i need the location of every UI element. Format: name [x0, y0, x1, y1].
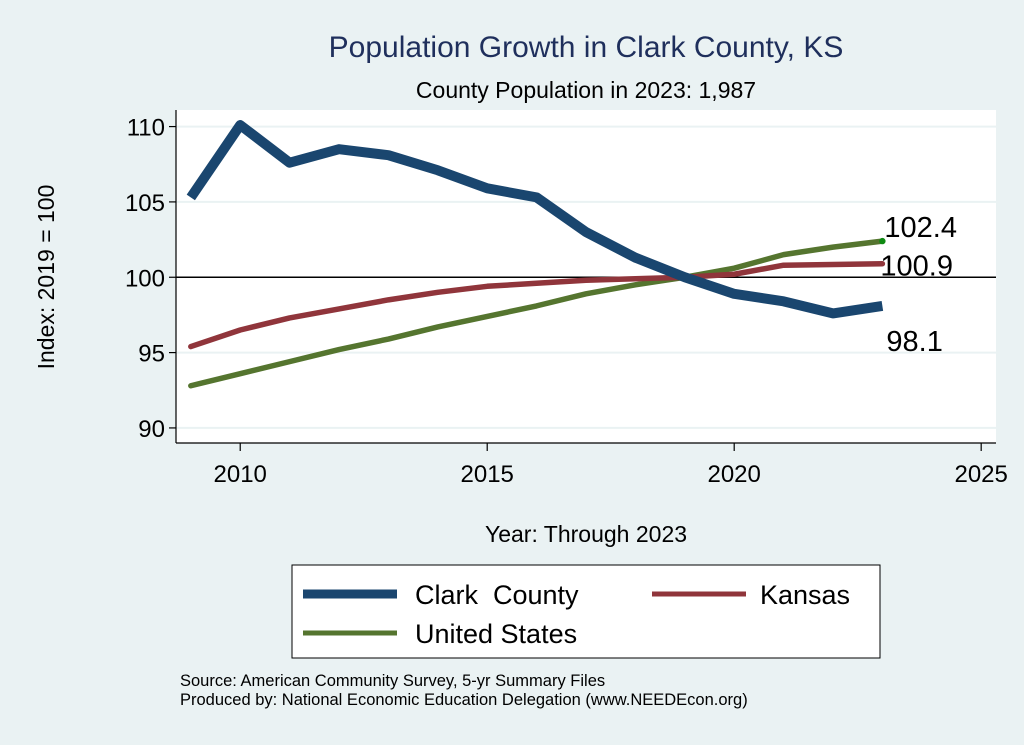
legend-label-clark-county: Clark County — [415, 580, 579, 610]
legend-entry-united-states: United States — [303, 619, 577, 649]
legend: Clark County Kansas United States — [291, 564, 881, 659]
y-axis-title: Index: 2019 = 100 — [33, 185, 59, 370]
chart-title: Population Growth in Clark County, KS — [329, 31, 844, 64]
legend-entry-clark-county: Clark County — [303, 580, 579, 610]
series-lines — [186, 120, 886, 389]
y-tick-label-105: 105 — [125, 190, 165, 217]
y-axis-ticks: 90 95 100 105 110 — [125, 115, 176, 443]
end-label-kansas: 100.9 — [880, 251, 953, 283]
legend-entry-kansas: Kansas — [652, 580, 850, 610]
legend-label-kansas: Kansas — [760, 580, 850, 610]
y-tick-label-110: 110 — [127, 115, 165, 142]
producer-note: Produced by: National Economic Education… — [180, 691, 748, 709]
end-label-clark-county: 98.1 — [886, 326, 942, 358]
x-tick-label-2020: 2020 — [707, 461, 760, 488]
x-tick-label-2025: 2025 — [954, 461, 1007, 488]
gridlines — [176, 125, 996, 429]
y-tick-label-100: 100 — [125, 265, 165, 292]
x-axis-ticks: 2010 2015 2020 2025 — [214, 443, 1008, 488]
chart-subtitle: County Population in 2023: 1,987 — [416, 77, 756, 103]
source-note: Source: American Community Survey, 5-yr … — [180, 672, 605, 690]
legend-box — [291, 564, 881, 659]
x-axis-title: Year: Through 2023 — [485, 521, 687, 547]
end-marker-united-states — [879, 237, 886, 245]
legend-label-united-states: United States — [415, 619, 577, 649]
y-tick-label-95: 95 — [138, 341, 165, 368]
end-label-united-states: 102.4 — [884, 212, 957, 244]
x-tick-label-2010: 2010 — [214, 461, 267, 488]
x-tick-label-2015: 2015 — [461, 461, 514, 488]
y-tick-label-90: 90 — [138, 416, 165, 443]
end-labels: 98.1 100.9 102.4 — [880, 212, 957, 358]
